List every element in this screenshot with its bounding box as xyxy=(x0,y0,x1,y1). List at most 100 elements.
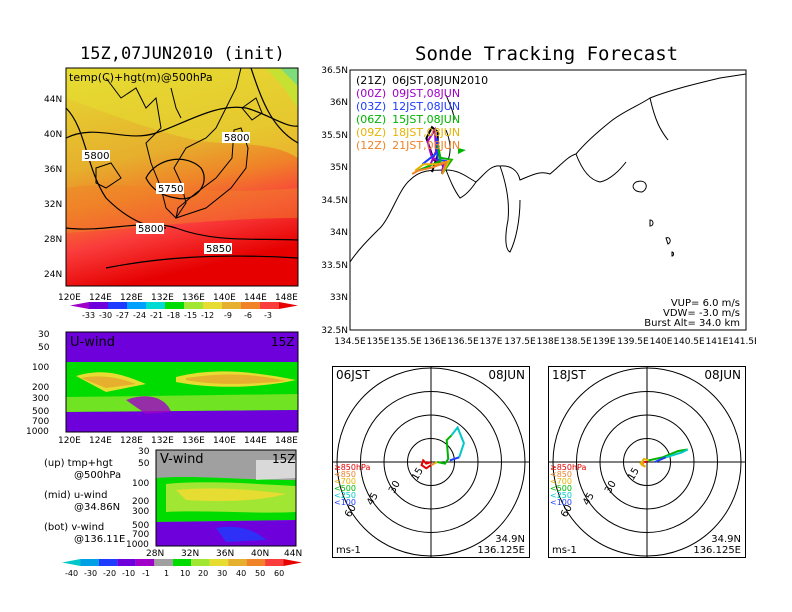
svg-text:120E: 120E xyxy=(58,293,81,303)
colorbar-cell xyxy=(279,302,298,309)
svg-text:(12Z)21JST,08JUN: (12Z) 21JST,08JUN xyxy=(356,139,460,152)
svg-text:140E: 140E xyxy=(213,436,236,446)
launch-params: VUP= 6.0 m/s VDW= -3.0 m/s Burst Alt= 34… xyxy=(644,298,740,329)
hodo-trace xyxy=(639,457,649,468)
svg-text:136E: 136E xyxy=(424,337,447,347)
colorbar-cell xyxy=(70,302,89,309)
svg-text:<500: <500 xyxy=(334,484,356,493)
hodo-trace xyxy=(665,448,689,459)
svg-text:-40: -40 xyxy=(65,569,78,577)
hodo-unit: ms-1 xyxy=(336,545,361,556)
coastline xyxy=(349,73,747,263)
sonde-track xyxy=(417,144,454,175)
svg-text:30: 30 xyxy=(217,569,227,577)
sonde-track xyxy=(411,160,448,175)
svg-text:-24: -24 xyxy=(133,311,146,320)
svg-text:(06Z)15JST,08JUN: (06Z) 15JST,08JUN xyxy=(356,113,460,126)
svg-text:-6: -6 xyxy=(244,311,252,320)
panel-notes: (up) tmp+hgt @500hPa (mid) u-wind @34.86… xyxy=(44,458,126,545)
pressure-ticks: 30 50 100 200 300 500 700 1000 xyxy=(26,330,50,437)
lon-ticks: 120E 124E 128E 132E 136E 140E 144E 148E xyxy=(58,293,298,303)
svg-text:34N: 34N xyxy=(330,228,348,238)
svg-text:200: 200 xyxy=(132,497,149,507)
tracking-map-frame xyxy=(349,69,747,331)
svg-text:-3: -3 xyxy=(264,311,272,320)
hodo-trace xyxy=(437,434,453,465)
svg-text:700: 700 xyxy=(132,530,149,540)
wind-colorbar-cell xyxy=(98,559,118,566)
colorbar-cell xyxy=(184,302,203,309)
svg-text:≥850hPa: ≥850hPa xyxy=(334,463,371,472)
svg-text:-10: -10 xyxy=(122,569,135,577)
svg-text:700: 700 xyxy=(32,417,49,427)
vwind-pressure-ticks: 30 50 100 200 300 500 700 1000 xyxy=(126,447,150,550)
wind-colorbar-cell xyxy=(154,559,173,566)
svg-text:(00Z)09JST,08JUN: (00Z) 09JST,08JUN xyxy=(356,87,460,100)
svg-text:144E: 144E xyxy=(244,293,267,303)
temperature-colorbar xyxy=(70,302,298,309)
svg-text:134.5E: 134.5E xyxy=(334,337,366,347)
svg-text:44N: 44N xyxy=(284,549,302,558)
svg-text:137.5E: 137.5E xyxy=(504,337,536,347)
colorbar-cell xyxy=(108,302,127,309)
svg-text:<250: <250 xyxy=(550,491,572,500)
svg-text:-20: -20 xyxy=(103,569,116,577)
svg-text:135E: 135E xyxy=(367,337,390,347)
vwind-time: 15Z xyxy=(272,452,296,466)
colorbar-cell xyxy=(260,302,279,309)
svg-text:<100: <100 xyxy=(334,498,356,507)
svg-text:40N: 40N xyxy=(251,549,269,558)
hodo-legend: ≥850hPa <850 <700 <500 <250 <100 xyxy=(550,463,587,507)
svg-text:44N: 44N xyxy=(44,95,62,105)
svg-text:40: 40 xyxy=(236,569,246,577)
svg-text:136.5E: 136.5E xyxy=(447,337,479,347)
svg-text:124E: 124E xyxy=(89,436,112,446)
contour-label: 5800 xyxy=(138,224,163,235)
colorbar-cell xyxy=(241,302,260,309)
svg-text:136E: 136E xyxy=(182,436,205,446)
svg-text:20: 20 xyxy=(198,569,208,577)
svg-text:32N: 32N xyxy=(44,200,62,210)
svg-text:<700: <700 xyxy=(334,477,356,486)
svg-text:36N: 36N xyxy=(44,165,62,175)
svg-text:34.9N: 34.9N xyxy=(711,534,741,545)
svg-text:33.5N: 33.5N xyxy=(321,261,348,271)
svg-text:132E: 132E xyxy=(151,293,174,303)
svg-text:VUP= 6.0 m/s: VUP= 6.0 m/s xyxy=(671,298,740,309)
svg-text:1000: 1000 xyxy=(126,540,149,550)
contour-label: 5800 xyxy=(224,133,249,144)
svg-text:138.5E: 138.5E xyxy=(560,337,592,347)
svg-text:-9: -9 xyxy=(224,311,232,320)
hodo-trace xyxy=(648,448,688,462)
svg-text:100: 100 xyxy=(132,479,149,489)
svg-text:(21Z)06JST,08JUN2010: (21Z) 06JST,08JUN2010 xyxy=(356,74,488,87)
height-contour xyxy=(65,223,299,241)
svg-text:32N: 32N xyxy=(181,549,199,558)
svg-text:<250: <250 xyxy=(334,491,356,500)
colorbar-cell xyxy=(89,302,108,309)
svg-text:28N: 28N xyxy=(44,235,62,245)
hodo-trace xyxy=(420,458,432,470)
wind-colorbar-cell xyxy=(80,559,99,566)
vwind-label: V-wind xyxy=(160,452,204,467)
wind-colorbar-cell xyxy=(283,559,302,566)
colorbar-cell xyxy=(203,302,222,309)
wind-colorbar-cell xyxy=(191,559,210,566)
hodo-trace xyxy=(450,425,465,458)
svg-text:128E: 128E xyxy=(120,293,143,303)
hodo-trace xyxy=(430,462,435,467)
svg-text:132E: 132E xyxy=(151,436,174,446)
uwind-panel: U-wind 15Z 30 50 100 200 300 500 700 100… xyxy=(26,330,299,446)
hodograph-18jst: 18JST 08JUN 34.9N 136.125E ms-1 ≥850hPa … xyxy=(548,366,746,558)
height-contour xyxy=(105,255,299,269)
svg-text:128E: 128E xyxy=(120,436,143,446)
top-map: 5800 5800 5750 5800 5850 temp(C)+hgt(m)@… xyxy=(44,67,299,320)
sonde-tracks xyxy=(411,125,454,175)
svg-text:<850: <850 xyxy=(334,470,356,479)
svg-text:36N: 36N xyxy=(216,549,234,558)
track-lon-ticks: 134.5E 135E 135.5E 136E 136.5E 137E 137.… xyxy=(334,337,756,347)
svg-text:-1: -1 xyxy=(142,569,150,577)
svg-text:144E: 144E xyxy=(244,436,267,446)
svg-text:32.5N: 32.5N xyxy=(321,326,348,336)
svg-text:36.5N: 36.5N xyxy=(321,66,348,76)
